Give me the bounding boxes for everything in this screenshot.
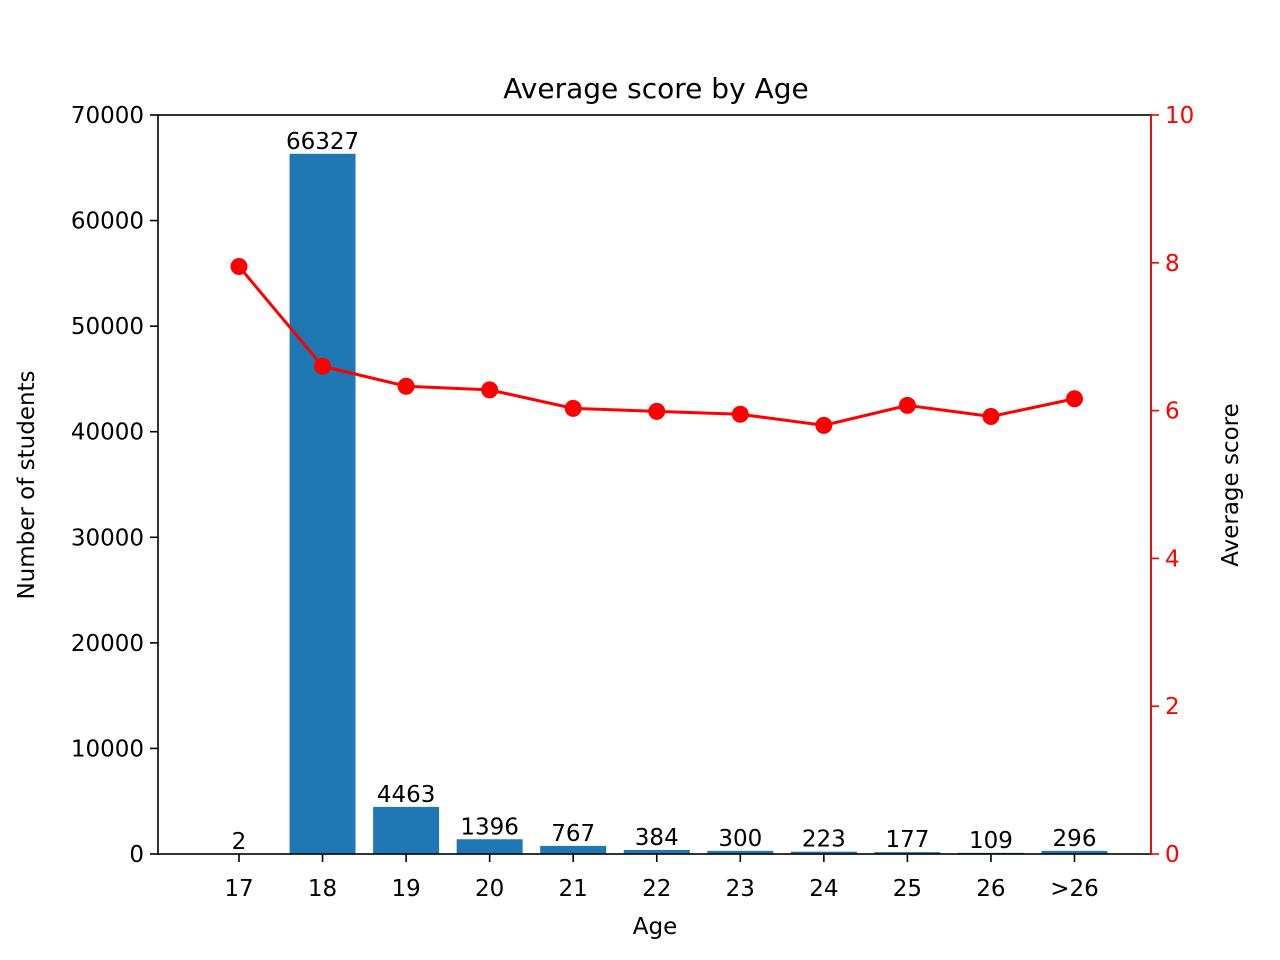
bar-value-label: 767 [551, 821, 595, 847]
x-tick-label: 17 [224, 876, 253, 902]
x-tick-label: 18 [308, 876, 337, 902]
x-tick-label: 24 [809, 876, 838, 902]
x-tick-label: 19 [391, 876, 420, 902]
score-point-5 [648, 402, 666, 420]
bar-value-label: 109 [969, 828, 1013, 854]
score-point-6 [731, 405, 749, 423]
score-point-8 [898, 396, 916, 414]
bar-value-label: 296 [1053, 826, 1097, 852]
bar-4 [540, 845, 607, 854]
bar-7 [790, 851, 857, 854]
y-tick-label: 50000 [71, 314, 144, 340]
x-tick-label: >26 [1050, 876, 1099, 902]
bar-value-label: 66327 [286, 129, 359, 155]
bar-6 [707, 850, 774, 854]
chart-title: Average score by Age [503, 72, 808, 105]
bar-1 [289, 153, 356, 855]
y-axis-left: 0 10000 20000 30000 40000 50000 60000 70000 [71, 103, 158, 868]
y2-tick-label: 6 [1165, 399, 1180, 425]
y-axis-right: 0 2 4 6 8 10 [1150, 103, 1194, 868]
score-line [237, 265, 1075, 427]
bar-10 [1041, 850, 1108, 854]
y-axis-title: Number of students [14, 370, 40, 599]
y-tick-label: 10000 [71, 736, 144, 762]
score-point-7 [815, 416, 833, 434]
y2-tick-label: 4 [1165, 546, 1180, 572]
bar-value-label: 2 [232, 829, 247, 855]
bar-value-label: 177 [885, 827, 929, 853]
score-point-4 [564, 399, 582, 417]
average-score-line [230, 257, 1083, 434]
y-tick-label: 30000 [71, 525, 144, 551]
y2-axis-title: Average score [1218, 403, 1244, 567]
bar-3 [456, 839, 523, 854]
score-point-1 [314, 357, 332, 375]
bar-value-label: 4463 [377, 782, 436, 808]
y2-tick-label: 10 [1165, 103, 1194, 129]
x-tick-label: 21 [559, 876, 588, 902]
y-tick-label: 40000 [71, 420, 144, 446]
bar-2 [373, 806, 440, 854]
score-point-3 [481, 381, 499, 399]
x-axis-title: Age [633, 914, 677, 940]
x-tick-label: 26 [976, 876, 1005, 902]
score-point-9 [982, 408, 1000, 426]
y-tick-label: 60000 [71, 209, 144, 235]
y2-tick-label: 0 [1165, 842, 1180, 868]
bar-8 [874, 852, 941, 854]
y-tick-label: 70000 [71, 103, 144, 129]
bars [206, 153, 1108, 855]
score-point-10 [1066, 390, 1083, 408]
score-point-2 [397, 377, 415, 395]
y-tick-label: 20000 [71, 631, 144, 657]
x-tick-label: 20 [475, 876, 504, 902]
bar-labels: 2 66327 4463 1396 767 384 300 223 177 109 296 [232, 129, 1097, 855]
y-tick-label: 0 [129, 842, 144, 868]
bar-5 [623, 849, 690, 854]
y2-tick-label: 2 [1165, 694, 1180, 720]
y2-tick-label: 8 [1165, 251, 1180, 277]
bar-value-label: 1396 [460, 814, 519, 840]
score-point-0 [230, 257, 248, 275]
bar-value-label: 223 [802, 827, 846, 853]
x-tick-label: 22 [642, 876, 671, 902]
x-axis: 17 18 19 20 21 22 23 24 25 26 >26 [224, 854, 1099, 902]
bar-value-label: 300 [718, 826, 762, 852]
x-tick-label: 25 [893, 876, 922, 902]
bar-value-label: 384 [635, 825, 679, 851]
x-tick-label: 23 [726, 876, 755, 902]
